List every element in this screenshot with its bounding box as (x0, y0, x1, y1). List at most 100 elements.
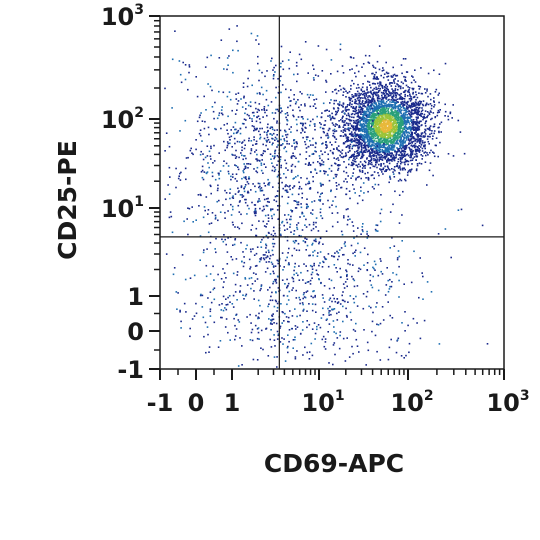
event-dot (235, 258, 238, 260)
event-dot (361, 136, 364, 139)
event-dot (387, 123, 389, 125)
event-dot (351, 141, 353, 143)
event-dot (387, 72, 390, 75)
event-dot (165, 132, 168, 134)
event-dot (411, 106, 414, 108)
event-dot (369, 167, 372, 169)
event-dot (394, 114, 397, 117)
event-dot (355, 109, 357, 112)
event-dot (265, 247, 267, 249)
event-dot (377, 115, 380, 117)
event-dot (410, 98, 413, 101)
event-dot (412, 102, 414, 104)
event-dot (375, 154, 377, 157)
event-dot (337, 109, 339, 112)
event-dot (372, 113, 374, 116)
event-dot (359, 119, 361, 122)
event-dot (328, 128, 331, 130)
event-dot (259, 258, 261, 260)
event-dot (276, 306, 279, 309)
event-dot (386, 76, 388, 78)
event-dot (388, 162, 391, 165)
event-dot (383, 126, 386, 129)
event-dot (270, 233, 273, 236)
event-dot (375, 148, 378, 151)
event-dot (343, 123, 346, 126)
event-dot (353, 188, 355, 190)
event-dot (363, 110, 366, 113)
event-dot (291, 315, 294, 317)
event-dot (355, 155, 357, 157)
event-dot (345, 117, 348, 120)
event-dot (389, 247, 391, 249)
event-dot (413, 104, 416, 106)
event-dot (275, 108, 277, 111)
event-dot (399, 127, 401, 130)
event-dot (237, 187, 239, 190)
event-dot (368, 143, 370, 146)
event-dot (402, 116, 404, 119)
event-dot (381, 273, 384, 275)
event-dot (302, 124, 304, 127)
event-dot (403, 155, 406, 158)
event-dot (394, 136, 397, 139)
event-dot (253, 127, 256, 130)
event-dot (309, 254, 311, 257)
event-dot (361, 139, 364, 142)
event-dot (213, 321, 216, 324)
event-dot (213, 279, 215, 281)
event-dot (402, 103, 404, 106)
event-dot (232, 195, 234, 197)
event-dot (272, 313, 274, 315)
event-dot (406, 153, 409, 155)
event-dot (361, 86, 364, 89)
event-dot (354, 140, 356, 143)
event-dot (378, 160, 380, 162)
event-dot (387, 146, 389, 148)
event-dot (312, 118, 314, 121)
event-dot (234, 238, 236, 241)
event-dot (399, 98, 402, 100)
event-dot (394, 125, 396, 128)
event-dot (277, 334, 280, 337)
event-dot (179, 179, 182, 181)
event-dot (391, 82, 393, 84)
event-dot (383, 107, 386, 109)
event-dot (408, 143, 410, 146)
event-dot (372, 311, 374, 314)
event-dot (390, 126, 393, 128)
event-dot (403, 137, 406, 139)
event-dot (365, 177, 367, 179)
event-dot (294, 207, 297, 209)
event-dot (286, 123, 288, 126)
event-dot (241, 196, 244, 198)
event-dot (409, 134, 412, 136)
event-dot (403, 152, 406, 155)
event-dot (257, 159, 259, 162)
event-dot (340, 130, 343, 132)
event-dot (247, 191, 250, 194)
event-dot (407, 134, 409, 136)
event-dot (195, 76, 197, 78)
event-dot (381, 132, 383, 134)
event-dot (383, 92, 386, 95)
event-dot (365, 137, 368, 139)
event-dot (281, 322, 283, 324)
event-dot (376, 142, 378, 144)
event-dot (409, 171, 412, 173)
event-dot (271, 128, 274, 131)
event-dot (353, 102, 356, 104)
event-dot (375, 108, 377, 110)
event-dot (375, 134, 378, 136)
event-dot (388, 169, 391, 171)
event-dot (246, 284, 249, 286)
event-dot (430, 111, 432, 113)
event-dot (374, 183, 377, 186)
event-dot (307, 205, 309, 208)
event-dot (391, 124, 394, 127)
event-dot (381, 131, 384, 133)
event-dot (421, 132, 424, 134)
event-dot (179, 309, 181, 312)
event-dot (421, 92, 424, 95)
event-dot (364, 147, 367, 150)
